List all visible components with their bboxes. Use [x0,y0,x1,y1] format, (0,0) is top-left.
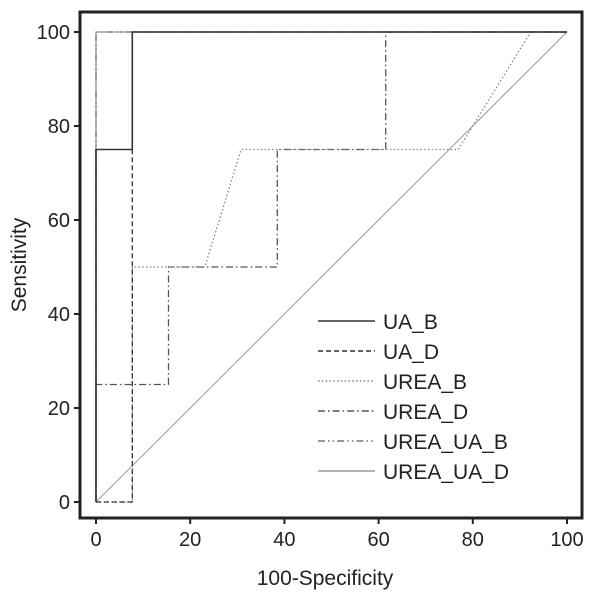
y-tick-label: 40 [48,304,70,326]
x-tick-label: 80 [462,529,484,551]
series-line-urea-d [95,31,567,502]
y-tick-label: 60 [48,210,70,232]
x-tick-label: 60 [367,529,389,551]
legend-label-urea-ua-b: UREA_UA_B [383,431,508,454]
plot-layer [95,31,568,503]
x-tick-label: 20 [179,529,201,551]
x-axis-label: 100-Specificity [257,567,394,590]
legend-label-ua-b: UA_B [383,311,438,334]
x-tick-label: 0 [90,529,101,551]
legend: UA_B UA_D UREA_B UREA_D UREA_UA_B UREA_UA_D [318,311,509,484]
reference-diagonal [95,31,568,503]
y-tick-label: 0 [59,492,70,514]
series-line-urea-b [96,31,567,503]
series-line-ua-b [95,31,567,502]
legend-label-urea-d: UREA_D [383,401,468,424]
y-axis-label: Sensitivity [8,217,31,312]
x-tick-label: 40 [273,529,295,551]
y-tick-label: 100 [37,22,70,44]
plot-frame [78,10,584,520]
legend-label-ua-d: UA_D [383,341,439,364]
axes: 0 20 40 60 80 100 0 20 40 60 80 100 [37,10,584,551]
x-tick-label: 100 [550,529,583,551]
y-tick-label: 80 [48,116,70,138]
y-tick-label: 20 [48,398,70,420]
legend-label-urea-ua-d: UREA_UA_D [383,461,509,484]
legend-label-urea-b: UREA_B [383,371,467,394]
